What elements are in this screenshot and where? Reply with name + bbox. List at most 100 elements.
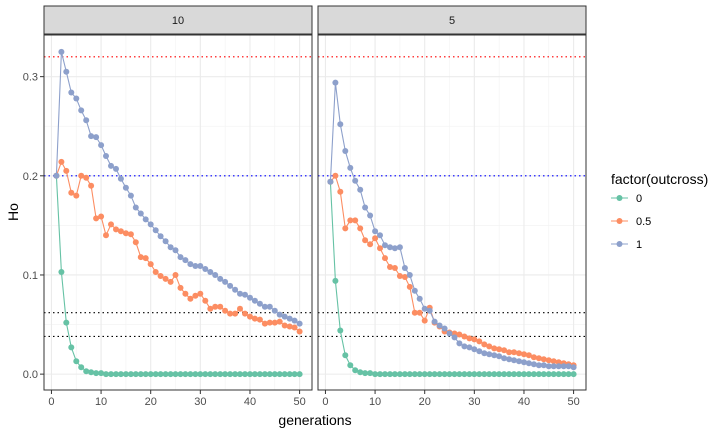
data-point	[251, 297, 258, 304]
data-point	[476, 371, 483, 378]
facet-strip	[43, 5, 313, 35]
data-point	[342, 352, 349, 359]
series-0	[53, 172, 303, 378]
data-point	[132, 371, 139, 378]
data-point	[78, 364, 85, 371]
y-tick-label: 0.0	[23, 369, 38, 381]
data-point	[565, 371, 572, 378]
data-point	[88, 133, 95, 140]
panel-border	[43, 34, 313, 391]
data-point	[570, 371, 577, 378]
data-point	[411, 309, 418, 316]
legend-item-0: 0	[611, 193, 642, 205]
data-point	[476, 348, 483, 355]
data-point	[501, 371, 508, 378]
data-point	[411, 287, 418, 294]
data-point	[352, 367, 359, 374]
x-tick-label: 0	[322, 396, 328, 408]
data-point	[251, 315, 258, 322]
data-point	[58, 269, 65, 275]
data-point	[192, 371, 199, 378]
data-point	[83, 117, 90, 124]
data-point	[372, 371, 379, 378]
x-tick-label: 10	[369, 396, 381, 408]
data-point	[93, 215, 100, 222]
data-point	[540, 356, 547, 363]
data-point	[286, 315, 293, 322]
data-point	[281, 313, 288, 320]
data-point	[441, 371, 448, 378]
data-point	[127, 192, 134, 199]
data-point	[401, 274, 408, 280]
data-point	[157, 233, 164, 240]
data-point	[291, 317, 298, 324]
data-point	[242, 310, 248, 317]
data-point	[342, 225, 349, 232]
data-point	[521, 371, 527, 378]
data-point	[256, 300, 263, 307]
data-point	[357, 369, 364, 376]
data-point	[276, 311, 283, 318]
data-point	[261, 303, 268, 310]
data-point	[237, 290, 243, 297]
data-point	[387, 264, 393, 270]
data-point	[197, 371, 204, 378]
data-point	[256, 371, 263, 378]
data-point	[406, 371, 413, 378]
data-point	[461, 371, 468, 378]
data-point	[486, 343, 493, 350]
data-point	[362, 204, 369, 211]
data-point	[471, 371, 478, 378]
x-tick-label: 20	[145, 396, 157, 408]
data-point	[545, 363, 552, 370]
legend-label: 0.5	[636, 216, 651, 228]
data-point	[142, 216, 149, 223]
data-point	[63, 68, 70, 75]
panel-border	[317, 34, 587, 391]
data-point	[436, 371, 443, 378]
data-point	[476, 338, 483, 345]
series-0.5	[53, 158, 303, 335]
data-point	[217, 371, 224, 378]
data-point	[401, 265, 408, 271]
data-point	[372, 235, 379, 242]
data-point	[377, 371, 383, 378]
data-point	[113, 371, 119, 378]
data-point	[157, 273, 164, 279]
data-point	[142, 371, 149, 378]
data-point	[78, 172, 85, 179]
data-point	[391, 245, 398, 252]
data-point	[521, 351, 527, 358]
data-point	[222, 278, 229, 285]
data-point	[172, 272, 179, 278]
data-point	[426, 307, 433, 314]
data-point	[461, 333, 468, 340]
data-point	[382, 242, 388, 249]
data-point	[377, 232, 383, 239]
data-point	[152, 269, 159, 275]
data-point	[271, 307, 278, 314]
data-point	[212, 303, 219, 310]
x-tick-label: 0	[48, 396, 54, 408]
data-point	[391, 371, 398, 378]
data-point	[212, 371, 219, 378]
plot-background	[318, 35, 586, 390]
data-point	[122, 184, 129, 191]
data-point	[83, 174, 90, 181]
data-point	[182, 290, 189, 297]
data-point	[347, 164, 354, 171]
data-point	[232, 286, 239, 293]
data-point	[367, 241, 374, 248]
data-point	[347, 362, 354, 369]
data-point	[332, 172, 339, 179]
data-point	[387, 244, 393, 251]
data-point	[550, 371, 557, 378]
data-point	[441, 325, 448, 332]
data-point	[565, 363, 572, 370]
data-point	[256, 316, 263, 323]
data-point	[212, 272, 219, 278]
data-point	[261, 320, 268, 327]
data-point	[247, 371, 253, 378]
data-point	[431, 371, 438, 378]
data-point	[88, 369, 95, 376]
